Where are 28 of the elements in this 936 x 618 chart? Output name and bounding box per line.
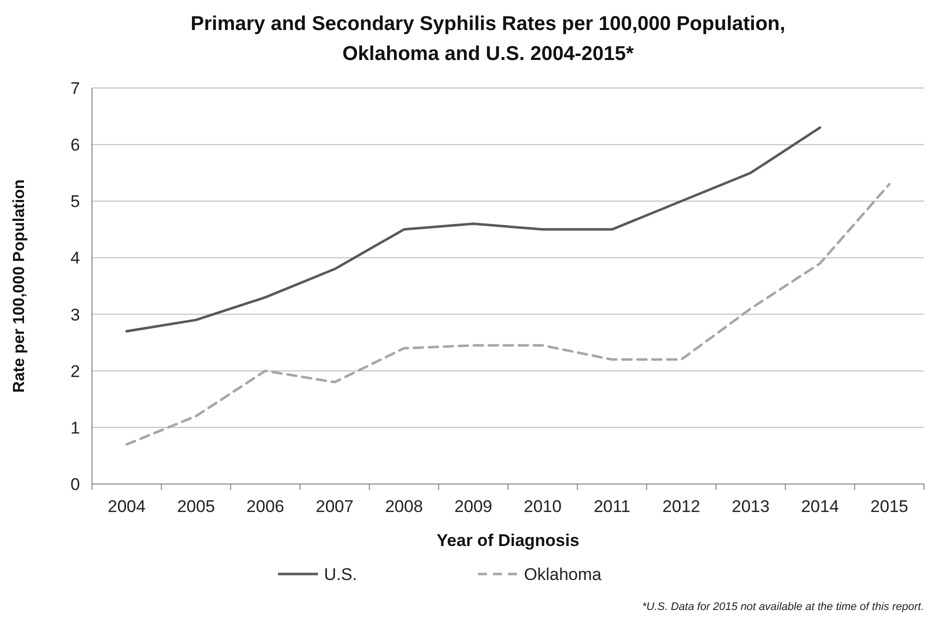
line-series: [125, 126, 822, 333]
y-tick-label: 7: [70, 79, 80, 98]
x-tick-label: 2010: [524, 497, 562, 516]
y-tick-label: 4: [70, 248, 80, 268]
x-tick-label: 2013: [732, 497, 770, 516]
legend-label: Oklahoma: [524, 565, 602, 584]
x-tick-label: 2005: [177, 497, 215, 516]
x-tick-label: 2007: [316, 497, 354, 516]
x-tick-label: 2008: [385, 497, 423, 516]
x-tick-label: 2009: [454, 497, 492, 516]
x-tick-label: 2014: [801, 497, 839, 516]
chart-title: Primary and Secondary Syphilis Rates per 100,000 Population, Oklahoma and U.S. 2004-2015*: [190, 13, 786, 65]
y-tick-label: 1: [70, 418, 80, 438]
y-axis-title: Rate per 100,000 Population: [11, 179, 28, 393]
x-tick-label: 2011: [594, 497, 630, 516]
x-tick-label: 2012: [662, 497, 700, 516]
y-tick-label: 0: [70, 475, 80, 494]
x-tick-label: 2006: [246, 497, 284, 516]
x-tick-label: 2015: [870, 497, 908, 516]
text: *U.S. Data for 2015 not available at the time of this report.: [642, 601, 924, 613]
y-tick-label: 2: [70, 362, 80, 381]
legend-label: U.S.: [324, 565, 358, 584]
y-tick-label: 3: [70, 305, 80, 324]
y-tick-label: 5: [70, 192, 80, 212]
x-tick-label: 2004: [108, 497, 146, 516]
x-axis-title: Year of Diagnosis: [436, 531, 580, 550]
y-tick-label: 6: [70, 136, 80, 155]
line-series: [125, 182, 891, 446]
